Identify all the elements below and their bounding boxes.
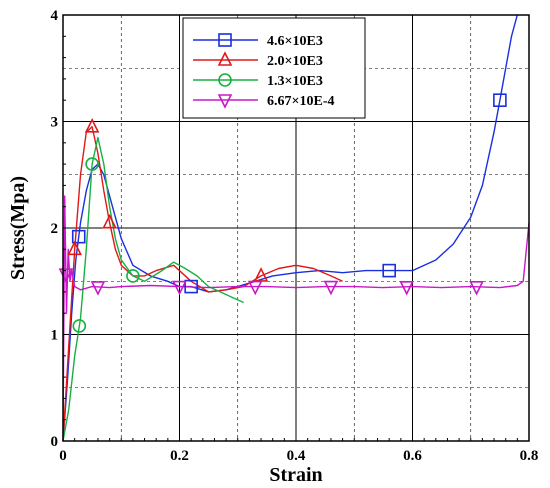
series-marker-1	[493, 93, 507, 107]
grid	[63, 15, 529, 441]
series-marker-3	[85, 157, 99, 171]
series-marker-4	[172, 280, 187, 296]
legend-swatch-marker	[217, 94, 233, 109]
x-tick-label: 0.8	[520, 448, 539, 464]
legend-label: 2.0×10E3	[267, 54, 323, 69]
series-marker-4	[90, 281, 106, 296]
x-tick-label: 0.4	[287, 448, 306, 464]
axis-ticks	[62, 14, 530, 442]
series-marker-3	[72, 319, 87, 333]
series-marker-4	[247, 280, 263, 296]
legend-swatch-marker	[218, 73, 232, 87]
legend: 4.6×10E3 2.0×10E3 1.3×10E3 6.67×10E-4	[182, 17, 366, 119]
series-marker-2	[67, 240, 82, 256]
series-marker-2	[102, 213, 117, 229]
y-tick-label: 0	[51, 434, 59, 450]
legend-label: 1.3×10E3	[267, 74, 323, 89]
legend-swatch-marker	[218, 33, 232, 47]
legend-label: 4.6×10E3	[267, 34, 323, 49]
y-axis-title: Stress(Mpa)	[7, 176, 29, 280]
series-line-3	[62, 136, 244, 442]
legend-swatch-marker	[217, 51, 233, 66]
x-tick-label: 0.2	[170, 448, 189, 464]
series-marker-2	[84, 118, 100, 133]
y-tick-label: 2	[51, 221, 59, 237]
y-tick-label: 3	[51, 115, 59, 131]
series-marker-4	[399, 280, 414, 296]
x-tick-label: 0.6	[403, 448, 422, 464]
x-tick-label: 0	[59, 448, 67, 464]
series-line-4	[62, 195, 530, 442]
x-axis-title: Strain	[269, 464, 322, 486]
series-marker-1	[382, 263, 397, 278]
series-marker-4	[323, 280, 339, 296]
series-marker-4	[469, 280, 484, 296]
legend-box	[182, 17, 366, 119]
tick-labels: 0 0.2 0.4 0.6 0.8 0 1 2 3 4	[51, 8, 539, 464]
series-marker-3	[126, 269, 140, 283]
series-marker-1	[184, 279, 198, 294]
series-marker-1	[71, 229, 86, 244]
plot-markers	[58, 93, 507, 333]
y-tick-label: 1	[51, 328, 59, 344]
legend-label: 6.67×10E-4	[267, 94, 334, 109]
y-tick-label: 4	[51, 8, 59, 24]
